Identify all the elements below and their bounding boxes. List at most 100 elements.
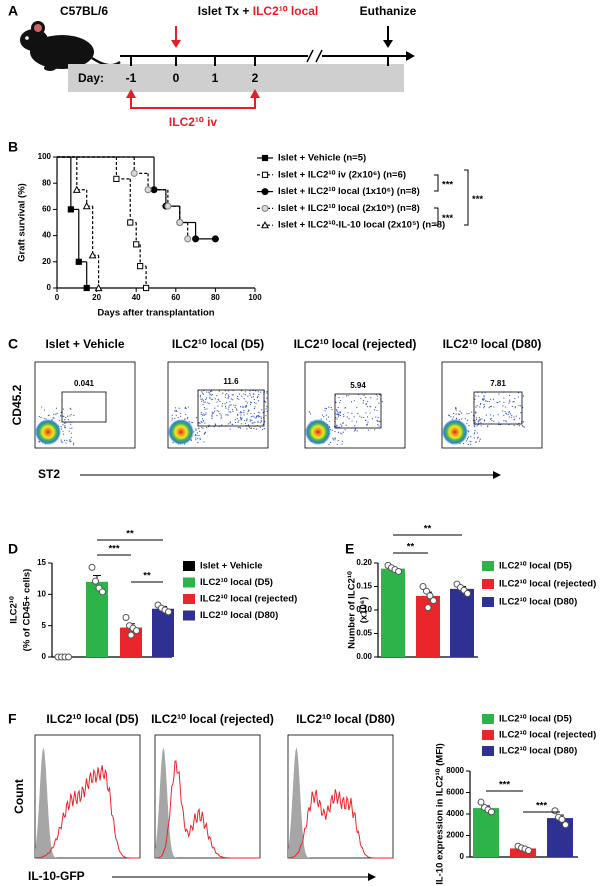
flow-dot bbox=[253, 401, 255, 404]
flow-dot bbox=[338, 397, 340, 399]
flow-dot bbox=[490, 414, 492, 416]
flow-dot bbox=[265, 415, 267, 417]
flow-dot bbox=[253, 412, 255, 415]
y-tick-label: 0.00 bbox=[356, 652, 372, 661]
flow-dot bbox=[470, 436, 472, 438]
flow-dot bbox=[235, 408, 238, 410]
histogram-y-label: Count bbox=[12, 779, 26, 814]
flow-dot bbox=[321, 414, 324, 416]
flow-dot bbox=[250, 401, 252, 403]
flow-dot bbox=[328, 406, 330, 408]
flow-dot bbox=[252, 422, 254, 424]
flow-dot bbox=[235, 404, 237, 406]
data-point bbox=[99, 588, 106, 596]
flow-dot bbox=[67, 419, 69, 421]
flow-dot bbox=[232, 394, 234, 396]
y-tick-label: 100 bbox=[38, 152, 52, 161]
flow-dot bbox=[455, 413, 457, 415]
flow-dot bbox=[517, 396, 519, 398]
flow-dot bbox=[489, 418, 492, 420]
significance-bracket bbox=[464, 169, 469, 226]
flow-dot bbox=[227, 408, 229, 410]
flow-dot bbox=[499, 400, 501, 403]
flow-dot bbox=[247, 395, 249, 397]
marker bbox=[164, 202, 172, 210]
flow-dot bbox=[73, 442, 75, 444]
significance: *** bbox=[499, 780, 510, 791]
flow-dot bbox=[265, 401, 267, 403]
flow-dot bbox=[480, 422, 482, 424]
y-axis-label: (x10⁶) bbox=[359, 597, 370, 624]
flow-dot bbox=[62, 430, 64, 432]
flow-dot bbox=[483, 405, 486, 408]
legend-label: ILC2¹⁰ local (rejected) bbox=[499, 579, 596, 590]
flow-dot bbox=[250, 413, 252, 415]
flow-dot bbox=[365, 396, 367, 399]
flow-dot bbox=[194, 434, 197, 436]
flow-dot bbox=[249, 420, 251, 422]
flow-dot bbox=[260, 419, 262, 422]
flow-dot bbox=[517, 392, 520, 394]
y-tick-label: 2000 bbox=[446, 831, 464, 840]
flow-dot bbox=[366, 416, 369, 418]
flow-dot bbox=[466, 413, 468, 415]
flow-dot bbox=[38, 415, 40, 418]
flow-dot bbox=[201, 398, 203, 400]
y-axis-label: ILC2¹⁰ bbox=[9, 596, 20, 624]
flow-dot bbox=[360, 398, 362, 400]
flow-dot bbox=[478, 420, 480, 422]
bar bbox=[547, 818, 573, 857]
flow-dot bbox=[508, 394, 511, 396]
flow-dot bbox=[344, 406, 347, 409]
flow-dot bbox=[209, 396, 211, 398]
flow-dot bbox=[257, 416, 259, 418]
marker bbox=[261, 171, 269, 178]
flow-dot bbox=[199, 430, 201, 433]
flow-dot bbox=[221, 403, 224, 405]
flow-dot bbox=[69, 427, 71, 429]
legend-swatch bbox=[183, 561, 195, 571]
flow-dot bbox=[43, 409, 45, 411]
flow-dot bbox=[256, 416, 258, 418]
flow-dot bbox=[201, 392, 204, 394]
flow-dot bbox=[479, 406, 481, 408]
flow-dot bbox=[253, 416, 255, 418]
flow-dot bbox=[474, 432, 476, 434]
flow-dot bbox=[324, 410, 326, 412]
flow-dot bbox=[176, 410, 178, 413]
flow-dot bbox=[339, 399, 342, 402]
flow-dot bbox=[376, 398, 378, 400]
flow-dot bbox=[266, 392, 268, 394]
flow-dot bbox=[64, 427, 67, 429]
flow-dot bbox=[365, 403, 367, 406]
legend-swatch bbox=[482, 746, 494, 756]
flow-dot bbox=[480, 402, 482, 405]
flow-dot bbox=[376, 395, 378, 397]
flow-dot bbox=[474, 430, 476, 432]
marker bbox=[184, 235, 192, 243]
flow-dot bbox=[354, 430, 356, 432]
x-tick-label: 80 bbox=[211, 293, 220, 302]
data-point bbox=[562, 821, 569, 829]
flow-dot bbox=[244, 422, 246, 424]
flow-dot bbox=[230, 398, 232, 400]
flow-dot bbox=[243, 398, 245, 400]
flow-dot bbox=[251, 422, 253, 424]
flow-dot bbox=[41, 406, 43, 408]
flow-dot bbox=[353, 400, 355, 402]
flow-dot bbox=[230, 404, 232, 406]
flow-dot bbox=[58, 419, 61, 421]
flow-dot bbox=[69, 415, 71, 417]
flow-dot bbox=[337, 431, 340, 433]
flow-dot bbox=[361, 416, 363, 418]
panel-label: F bbox=[8, 711, 17, 727]
flow-dot bbox=[455, 407, 457, 410]
y-tick-label: 0.10 bbox=[356, 605, 372, 614]
y-tick-label: 0.15 bbox=[356, 582, 372, 591]
flow-plot bbox=[304, 361, 406, 449]
flow-dot bbox=[514, 407, 516, 409]
flow-dot bbox=[210, 390, 213, 392]
flow-dot bbox=[481, 392, 483, 394]
flow-dot bbox=[341, 425, 343, 427]
flow-dot bbox=[53, 413, 55, 415]
